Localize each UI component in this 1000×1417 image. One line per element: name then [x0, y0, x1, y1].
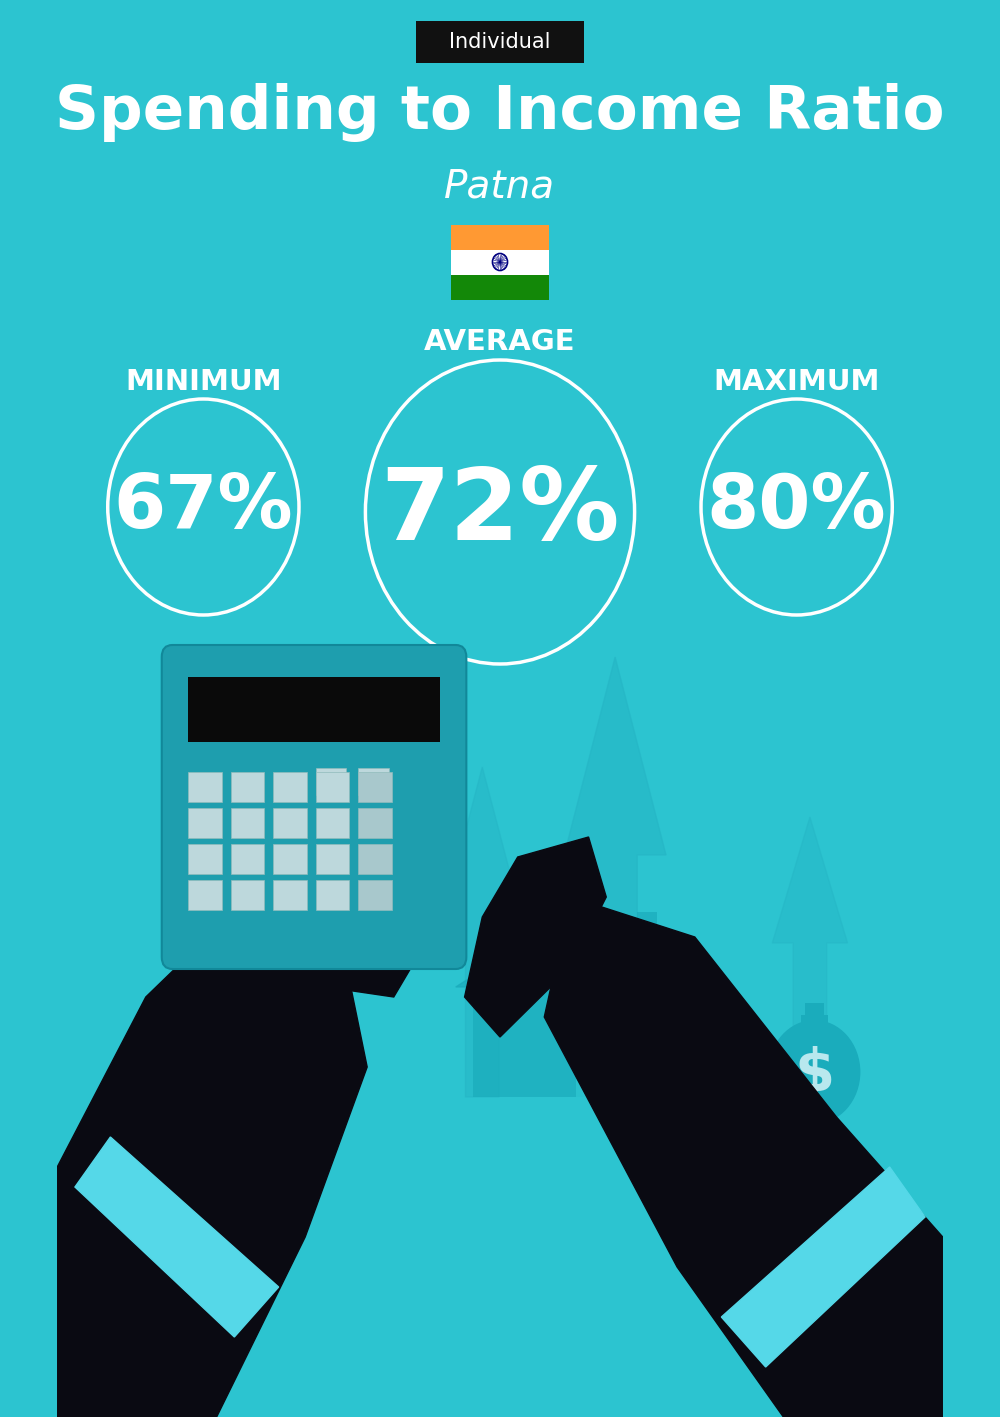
Text: 72%: 72%: [380, 463, 620, 561]
Text: Spending to Income Ratio: Spending to Income Ratio: [55, 82, 945, 142]
Bar: [726, 1058, 814, 1066]
Bar: [316, 768, 346, 795]
Bar: [358, 808, 392, 837]
Bar: [726, 1090, 814, 1097]
Bar: [726, 1074, 814, 1081]
Bar: [358, 880, 392, 910]
Bar: [273, 808, 307, 837]
Text: MAXIMUM: MAXIMUM: [713, 368, 880, 395]
Circle shape: [768, 1020, 860, 1124]
Bar: [805, 1003, 824, 1015]
Bar: [231, 880, 264, 910]
Polygon shape: [456, 903, 721, 988]
Bar: [801, 1015, 828, 1033]
Polygon shape: [721, 1168, 925, 1367]
FancyBboxPatch shape: [162, 645, 466, 969]
Polygon shape: [443, 767, 521, 1097]
Bar: [576, 1044, 601, 1097]
Polygon shape: [75, 1136, 279, 1338]
Polygon shape: [772, 818, 848, 1097]
Polygon shape: [544, 897, 943, 1417]
Bar: [726, 1066, 814, 1073]
Bar: [358, 772, 392, 802]
Bar: [188, 880, 222, 910]
Bar: [358, 845, 392, 874]
Text: 80%: 80%: [707, 470, 886, 544]
Bar: [316, 845, 349, 874]
Text: $: $: [794, 1046, 834, 1102]
Text: MINIMUM: MINIMUM: [125, 368, 282, 395]
Bar: [231, 808, 264, 837]
Text: $: $: [724, 1043, 754, 1085]
Bar: [732, 1012, 746, 1020]
Bar: [273, 845, 307, 874]
Bar: [273, 772, 307, 802]
Polygon shape: [57, 877, 367, 1417]
Bar: [188, 772, 222, 802]
Text: Individual: Individual: [449, 33, 551, 52]
Text: Patna: Patna: [444, 169, 556, 205]
Text: 67%: 67%: [114, 470, 293, 544]
Bar: [188, 677, 440, 743]
Bar: [231, 772, 264, 802]
Bar: [729, 1020, 749, 1033]
Polygon shape: [465, 837, 606, 1037]
Bar: [188, 808, 222, 837]
Circle shape: [705, 1024, 773, 1100]
Bar: [316, 772, 349, 802]
FancyBboxPatch shape: [416, 21, 584, 62]
Bar: [726, 1083, 814, 1090]
Polygon shape: [564, 657, 666, 1097]
Bar: [473, 988, 704, 1097]
Text: AVERAGE: AVERAGE: [424, 327, 576, 356]
Bar: [451, 275, 549, 299]
Bar: [231, 845, 264, 874]
Polygon shape: [190, 837, 429, 998]
Bar: [188, 845, 222, 874]
Bar: [451, 224, 549, 249]
Bar: [273, 880, 307, 910]
Bar: [637, 913, 657, 952]
Bar: [316, 880, 349, 910]
Bar: [358, 768, 389, 795]
Bar: [316, 808, 349, 837]
Bar: [451, 249, 549, 275]
